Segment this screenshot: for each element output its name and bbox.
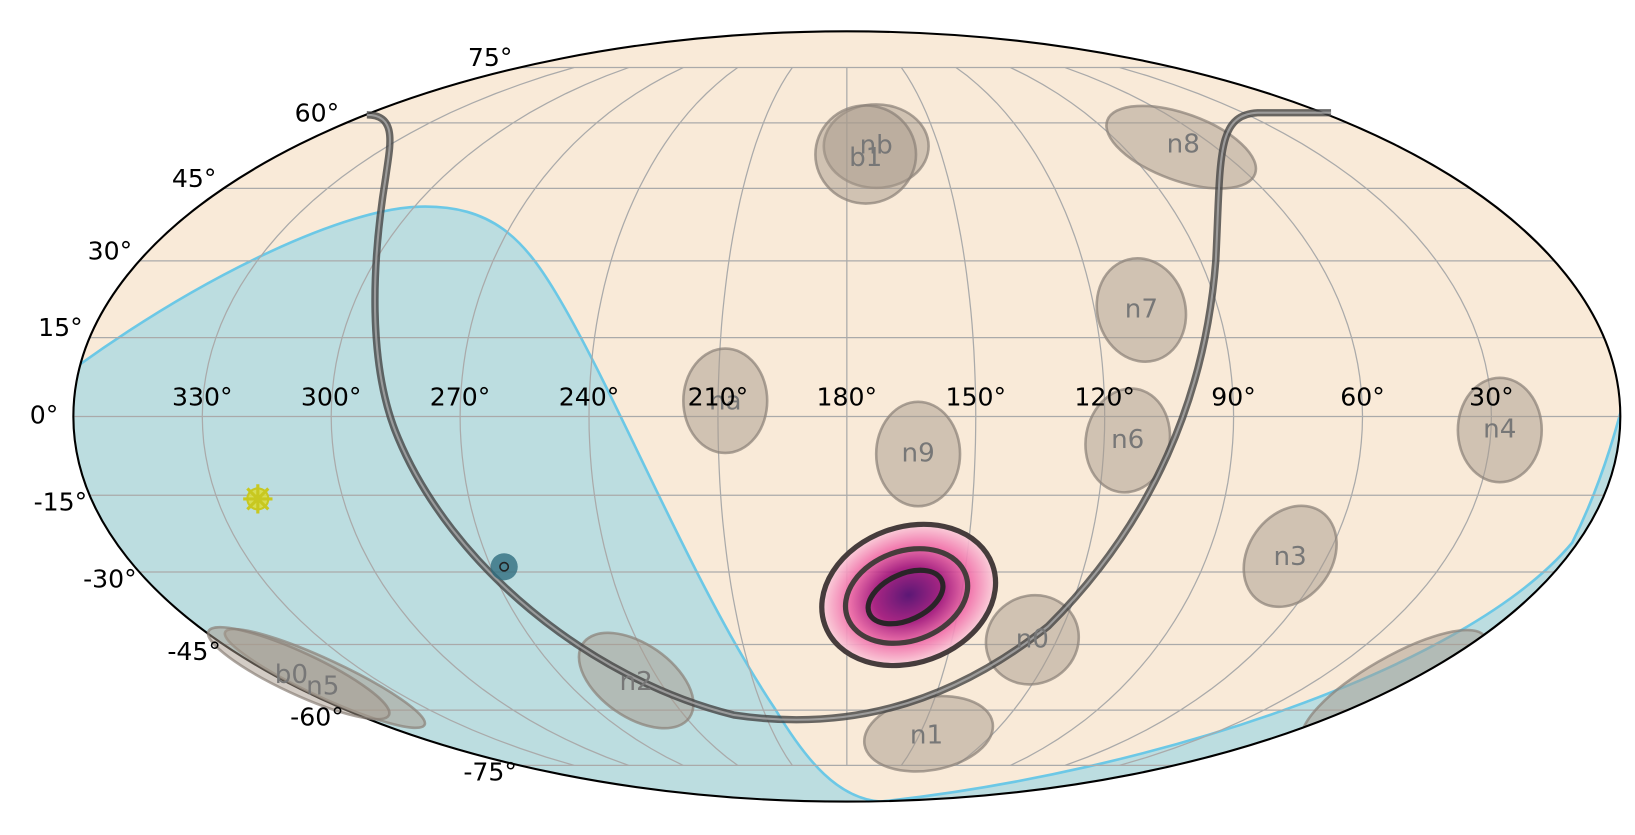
detectors bbox=[206, 103, 1544, 773]
detector-footprint bbox=[1242, 504, 1338, 609]
latitude-label: 30° bbox=[88, 237, 133, 266]
latitude-label: 60° bbox=[295, 99, 340, 128]
detector-label: n2 bbox=[620, 667, 653, 697]
longitude-label: 330° bbox=[172, 383, 233, 412]
contour bbox=[842, 546, 971, 646]
detector-footprint bbox=[1456, 376, 1544, 484]
detector-footprint bbox=[1095, 257, 1188, 363]
detector-label: n9 bbox=[901, 439, 934, 469]
latitude-label: 0° bbox=[30, 400, 59, 429]
galactic-plane bbox=[366, 109, 1332, 724]
detector-label: n7 bbox=[1125, 295, 1158, 325]
detector-label: nb bbox=[860, 131, 893, 161]
detector-label: n5 bbox=[306, 671, 339, 701]
longitude-label: 180° bbox=[817, 383, 878, 412]
detector-footprint bbox=[206, 625, 391, 721]
detector-footprint bbox=[814, 104, 918, 205]
detector-label: n0 bbox=[1016, 624, 1049, 654]
detector-label: n3 bbox=[1274, 542, 1307, 572]
longitude-label: 270° bbox=[430, 383, 491, 412]
detector-label: b0 bbox=[275, 660, 308, 690]
latitude-label: -75° bbox=[463, 758, 517, 787]
longitude-label: 90° bbox=[1211, 383, 1256, 412]
longitude-label: 150° bbox=[945, 383, 1006, 412]
latitude-label: 15° bbox=[38, 313, 83, 342]
longitude-label: 300° bbox=[301, 383, 362, 412]
labels: nb b1 n8 n7 na n9 n6 n4 n3 n0 n1 n2 n5 b… bbox=[30, 43, 1517, 787]
latitude-label: 75° bbox=[468, 43, 513, 72]
longitude-label: 240° bbox=[559, 383, 620, 412]
detector-label: n6 bbox=[1111, 425, 1144, 455]
detector-label: na bbox=[709, 386, 742, 416]
longitude-label: 120° bbox=[1074, 383, 1135, 412]
sky-border bbox=[72, 30, 1622, 803]
galactic-center bbox=[490, 553, 518, 581]
detector-footprint bbox=[874, 400, 962, 508]
latitude-label: -45° bbox=[167, 637, 221, 666]
sun-rays bbox=[243, 484, 273, 514]
latitude-label: -60° bbox=[290, 702, 344, 731]
sun bbox=[243, 484, 273, 514]
latitude-label: -15° bbox=[34, 488, 88, 517]
detector-label: n4 bbox=[1483, 415, 1516, 445]
contour bbox=[819, 521, 999, 669]
longitude-label: 210° bbox=[688, 383, 749, 412]
latitude-label: 45° bbox=[172, 164, 217, 193]
detector-footprint bbox=[682, 347, 769, 455]
contour bbox=[865, 567, 946, 627]
galactic-center-dot bbox=[499, 561, 510, 572]
probability-map bbox=[819, 521, 999, 669]
longitude-label: 60° bbox=[1340, 383, 1385, 412]
detector-label: n8 bbox=[1167, 130, 1200, 160]
latitude-label: -30° bbox=[83, 564, 137, 593]
detector-label: n1 bbox=[910, 720, 943, 750]
galactic-plane-core bbox=[366, 111, 1332, 721]
detector-label: b1 bbox=[849, 143, 882, 173]
longitude-label: 30° bbox=[1469, 383, 1514, 412]
